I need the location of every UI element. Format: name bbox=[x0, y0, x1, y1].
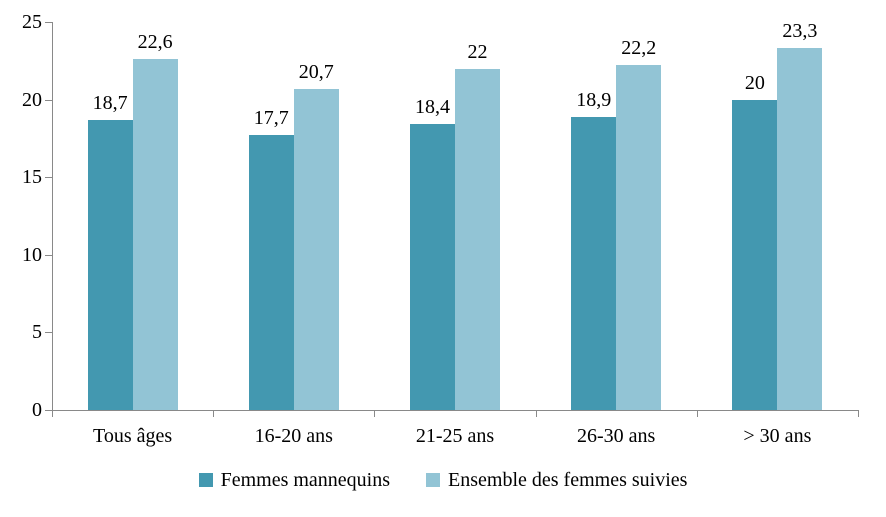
y-tick-label: 15 bbox=[22, 166, 42, 189]
x-tick-mark bbox=[52, 410, 53, 417]
category-label: 16-20 ans bbox=[254, 425, 333, 447]
y-tick-label: 20 bbox=[22, 88, 42, 111]
data-label: 22,6 bbox=[137, 31, 173, 54]
bar-femmes-mannequins bbox=[732, 99, 778, 410]
x-tick-mark bbox=[858, 410, 859, 417]
legend: Femmes mannequins Ensemble des femmes sui… bbox=[0, 468, 886, 492]
legend-label: Ensemble des femmes suivies bbox=[448, 469, 688, 491]
category-label: > 30 ans bbox=[743, 425, 812, 447]
bar-ensemble-des-femmes-suivies bbox=[616, 65, 662, 410]
y-tick-mark bbox=[45, 177, 52, 179]
data-label: 18,7 bbox=[92, 91, 128, 114]
bar-femmes-mannequins bbox=[87, 119, 133, 410]
bar-femmes-mannequins bbox=[248, 135, 294, 410]
x-tick-mark bbox=[696, 410, 698, 417]
category-label: Tous âges bbox=[93, 425, 173, 447]
data-label: 20,7 bbox=[298, 60, 334, 83]
y-tick-label: 25 bbox=[22, 11, 42, 33]
data-label: 17,7 bbox=[253, 107, 289, 130]
bar-femmes-mannequins bbox=[410, 124, 455, 410]
x-axis-line bbox=[52, 410, 858, 411]
y-tick-label: 0 bbox=[32, 399, 42, 421]
x-tick-mark bbox=[535, 410, 537, 417]
y-axis-line bbox=[52, 22, 53, 410]
legend-label: Femmes mannequins bbox=[220, 469, 391, 491]
data-label: 18,4 bbox=[415, 96, 450, 119]
y-tick-label: 5 bbox=[32, 321, 42, 344]
bar-femmes-mannequins bbox=[571, 116, 617, 410]
y-tick-mark bbox=[45, 99, 52, 101]
y-tick-mark bbox=[45, 332, 52, 334]
legend-item: Femmes mannequins bbox=[198, 468, 391, 492]
bar-ensemble-des-femmes-suivies bbox=[777, 48, 823, 410]
data-label: 18,9 bbox=[576, 88, 612, 111]
data-label: 22 bbox=[467, 40, 488, 63]
category-label: 21-25 ans bbox=[415, 425, 495, 447]
data-label: 23,3 bbox=[782, 20, 818, 43]
y-tick-mark bbox=[45, 254, 52, 256]
y-tick-mark bbox=[45, 410, 52, 411]
bar-ensemble-des-femmes-suivies bbox=[293, 88, 339, 410]
legend-swatch-icon bbox=[426, 473, 441, 487]
bar-ensemble-des-femmes-suivies bbox=[132, 59, 178, 410]
bar-ensemble-des-femmes-suivies bbox=[455, 68, 500, 410]
x-tick-mark bbox=[213, 410, 215, 417]
y-tick-label: 10 bbox=[22, 243, 42, 266]
legend-item: Ensemble des femmes suivies bbox=[426, 468, 687, 492]
category-label: 26-30 ans bbox=[577, 425, 656, 447]
y-tick-mark bbox=[45, 22, 52, 23]
data-label: 20 bbox=[744, 71, 765, 94]
x-tick-mark bbox=[374, 410, 376, 417]
data-label: 22,2 bbox=[621, 37, 657, 60]
legend-swatch-icon bbox=[198, 473, 213, 487]
